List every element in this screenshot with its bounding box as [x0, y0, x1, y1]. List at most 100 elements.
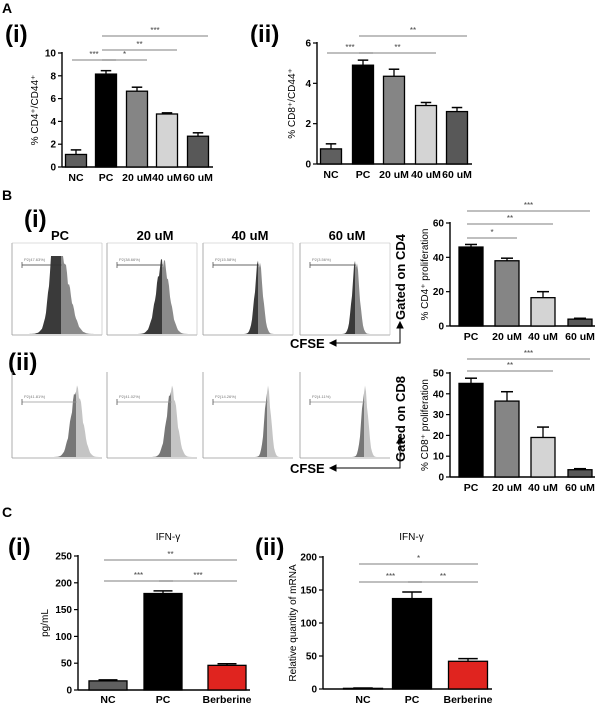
y-tick-label: 6	[305, 39, 311, 50]
x-tick-label: 40 uM	[411, 169, 441, 181]
flow-histogram-cd4-1: P2(38.66%)	[106, 242, 198, 336]
significance-label: **	[440, 572, 446, 581]
bar-40um	[530, 297, 556, 327]
bar-60um	[186, 135, 210, 168]
significance-label: **	[507, 214, 513, 223]
bar-60um	[445, 110, 469, 165]
chart-title: IFN-γ	[399, 532, 423, 543]
gate-label: P2(41.02%)	[119, 394, 141, 399]
histogram-divided-population	[300, 260, 355, 334]
flow-header-20um: 20 uM	[137, 228, 174, 243]
significance-label: *	[490, 228, 493, 237]
flow-histogram-cd4-0: P2(47.63%)	[11, 242, 103, 336]
y-tick-label: 250	[55, 552, 72, 563]
y-tick-label: 6	[50, 94, 56, 105]
significance-label: **	[136, 40, 142, 49]
y-tick-label: 0	[438, 322, 444, 333]
panel-label-a: A	[2, 0, 12, 16]
flow-header-40um: 40 uM	[232, 228, 269, 243]
x-tick-label: NC	[68, 172, 84, 184]
y-tick-label: 4	[305, 79, 311, 90]
y-tick-label: 100	[55, 632, 72, 643]
y-tick-label: 20	[433, 287, 445, 298]
y-tick-label: 40	[433, 253, 445, 264]
bar-40um	[414, 104, 438, 165]
x-tick-label: 40 uM	[152, 172, 182, 184]
significance-label: ***	[524, 349, 533, 358]
significance-label: **	[394, 43, 400, 52]
flow-histogram-cd4-3: P2(3.56%)	[299, 242, 391, 336]
flow-histograms: P2(47.63%) P2(38.66%) P2(15.58%) P2(3.56%) P…	[11, 242, 391, 459]
gate-label: P2(15.58%)	[215, 257, 237, 262]
bar-pc	[458, 246, 484, 327]
significance-label: ***	[193, 571, 202, 580]
histogram-parent-population	[258, 260, 293, 334]
bar-60um	[567, 318, 593, 327]
y-tick-label: 30	[433, 410, 445, 421]
panel-label-c: C	[2, 504, 12, 520]
histogram-divided-population	[107, 391, 171, 457]
bar-pc	[458, 382, 484, 478]
x-tick-label: 40 uM	[528, 331, 558, 343]
subpanel-label-b-i: (i)	[24, 206, 47, 233]
y-tick-label: 4	[50, 117, 56, 128]
flow-header-60um: 60 uM	[329, 228, 366, 243]
x-tick-label: 60 uM	[565, 331, 595, 343]
x-tick-label: 20 uM	[122, 172, 152, 184]
y-axis-label: % CD4⁺ proliferation	[420, 229, 431, 321]
x-tick-label: 60 uM	[442, 169, 472, 181]
x-tick-label: PC	[405, 694, 420, 706]
subpanel-label-a-i: (i)	[5, 21, 28, 48]
significance-label: ***	[345, 43, 354, 52]
histogram-divided-population	[12, 391, 76, 457]
significance-label: ***	[134, 571, 143, 580]
x-tick-label: NC	[323, 169, 339, 181]
x-tick-label: NC	[355, 694, 371, 706]
y-tick-label: 0	[50, 163, 56, 174]
bar-berberine	[447, 660, 489, 690]
y-tick-label: 10	[45, 49, 57, 60]
y-tick-label: 8	[50, 71, 56, 82]
x-tick-label: PC	[464, 482, 479, 494]
x-tick-label: PC	[356, 169, 371, 181]
y-tick-label: 0	[438, 473, 444, 484]
histogram-divided-population	[107, 259, 162, 334]
subpanel-label-b-ii: (ii)	[8, 349, 37, 376]
x-tick-label: NC	[100, 694, 116, 706]
cfse-arrow-row-i	[328, 320, 404, 347]
histogram-parent-population	[61, 256, 102, 334]
y-axis-label: % CD8⁺/CD44⁺	[287, 68, 298, 139]
bar-40um	[530, 436, 556, 478]
histogram-parent-population	[76, 385, 102, 457]
flow-header-pc: PC	[51, 228, 70, 243]
bar-60um	[567, 469, 593, 478]
flow-histogram-cd8-2: P2(14.26%)	[202, 372, 293, 459]
bar-20um	[494, 400, 520, 478]
gated-cd8-label: Gated on CD8	[393, 376, 408, 462]
bar-nc	[88, 680, 128, 691]
subpanel-label-a-ii: (ii)	[250, 21, 279, 48]
bar-pc	[94, 73, 118, 168]
cfse-label-row-ii: CFSE	[290, 461, 325, 476]
y-tick-label: 50	[433, 369, 445, 380]
x-tick-label: Berberine	[202, 694, 251, 706]
cfse-label-row-i: CFSE	[290, 336, 325, 351]
y-tick-label: 150	[300, 586, 317, 597]
y-tick-label: 20	[433, 431, 445, 442]
x-tick-label: 20 uM	[492, 331, 522, 343]
gate-label: P2(3.56%)	[312, 257, 332, 262]
bar-berberine	[207, 664, 247, 691]
significance-label: ***	[89, 50, 98, 59]
bar-nc	[64, 153, 88, 168]
x-tick-label: PC	[464, 331, 479, 343]
subpanel-label-c-i: (i)	[8, 534, 31, 561]
gate-label: P2(47.63%)	[24, 257, 46, 262]
y-tick-label: 0	[66, 686, 72, 697]
significance-label: **	[410, 26, 416, 35]
y-tick-label: 150	[55, 605, 72, 616]
y-tick-label: 10	[433, 452, 445, 463]
histogram-parent-population	[355, 260, 390, 334]
chart-c-i: 0 50 100 150 200 250 pg/mL IFN-γ NC PC Berberine **…	[40, 532, 252, 706]
